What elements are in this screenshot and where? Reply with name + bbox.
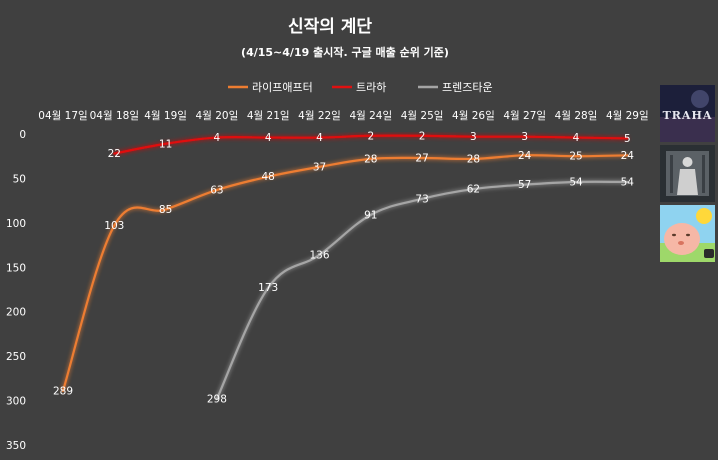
legend-label: 트라하: [356, 80, 386, 94]
data-label: 4: [214, 132, 221, 144]
y-tick-label: 150: [6, 262, 26, 274]
data-label: 4: [573, 132, 580, 144]
lifeafter-game-icon: [660, 145, 715, 202]
data-label: 3: [521, 131, 528, 143]
series-layer: [61, 134, 629, 400]
friendstown-game-icon: [660, 205, 715, 262]
x-tick-label: 4월 29일: [606, 109, 649, 122]
x-tick-label: 4월 25일: [401, 109, 444, 122]
y-tick-label: 300: [6, 396, 26, 408]
x-tick-label: 04월 18일: [90, 109, 139, 122]
data-label: 28: [364, 153, 377, 165]
x-tick-label: 4월 24일: [349, 109, 392, 122]
data-label: 27: [415, 152, 428, 164]
y-tick-label: 350: [6, 440, 26, 452]
data-label: 24: [621, 150, 635, 162]
data-label: 136: [309, 249, 329, 261]
x-axis-tick-labels: 04월 17일 04월 18일 4월 19일 4월 20일 4월 21일 4월 22일 4월…: [38, 109, 648, 122]
data-label: 2: [419, 130, 426, 142]
y-tick-label: 250: [6, 351, 26, 363]
data-label: 57: [518, 179, 531, 191]
data-label: 24: [518, 150, 532, 162]
y-tick-label: 100: [6, 218, 26, 230]
data-label: 3: [470, 131, 477, 143]
data-label: 25: [569, 151, 582, 163]
data-label: 63: [210, 184, 223, 196]
data-label: 298: [207, 393, 227, 405]
data-label: 103: [104, 220, 124, 232]
data-label: 289: [53, 385, 73, 397]
data-label: 11: [159, 138, 172, 150]
traha-game-icon: TRAHA: [660, 85, 715, 142]
data-label: 5: [624, 133, 631, 145]
data-label: 73: [415, 193, 428, 205]
traha-logo-text: TRAHA: [663, 109, 713, 122]
data-label: 62: [467, 184, 480, 196]
data-label: 48: [262, 171, 275, 183]
y-axis-tick-labels: 0 50 100 150 200 250 300 350: [6, 129, 26, 452]
data-label: 37: [313, 161, 326, 173]
x-tick-label: 4월 26일: [452, 109, 495, 122]
data-label: 4: [265, 132, 272, 144]
x-tick-label: 4월 20일: [196, 109, 239, 122]
chart-subtitle: (4/15~4/19 출시작. 구글 매출 순위 기준): [241, 45, 449, 59]
x-tick-label: 4월 19일: [144, 109, 187, 122]
data-label: 2: [367, 130, 374, 142]
series-line: [113, 134, 629, 155]
x-tick-label: 4월 22일: [298, 109, 341, 122]
data-label: 85: [159, 204, 172, 216]
y-tick-label: 50: [13, 173, 26, 185]
data-label: 173: [258, 282, 278, 294]
x-tick-label: 04월 17일: [38, 109, 87, 122]
legend-label: 프렌즈타운: [442, 81, 493, 94]
series-line: [61, 154, 629, 392]
chart-title: 신작의 계단: [288, 17, 372, 37]
data-label: 4: [316, 132, 323, 144]
data-label: 91: [364, 209, 377, 221]
legend: 라이프애프터 트라하 프렌즈타운: [228, 80, 493, 94]
x-tick-label: 4월 27일: [503, 109, 546, 122]
legend-label: 라이프애프터: [252, 81, 313, 94]
data-label: 28: [467, 153, 480, 165]
series-line: [215, 180, 629, 400]
x-tick-label: 4월 21일: [247, 109, 290, 122]
y-tick-label: 0: [19, 129, 26, 141]
x-tick-label: 4월 28일: [555, 109, 598, 122]
data-label: 54: [621, 176, 635, 188]
data-label: 54: [569, 176, 583, 188]
y-tick-label: 200: [6, 307, 26, 319]
data-label: 22: [108, 148, 121, 160]
